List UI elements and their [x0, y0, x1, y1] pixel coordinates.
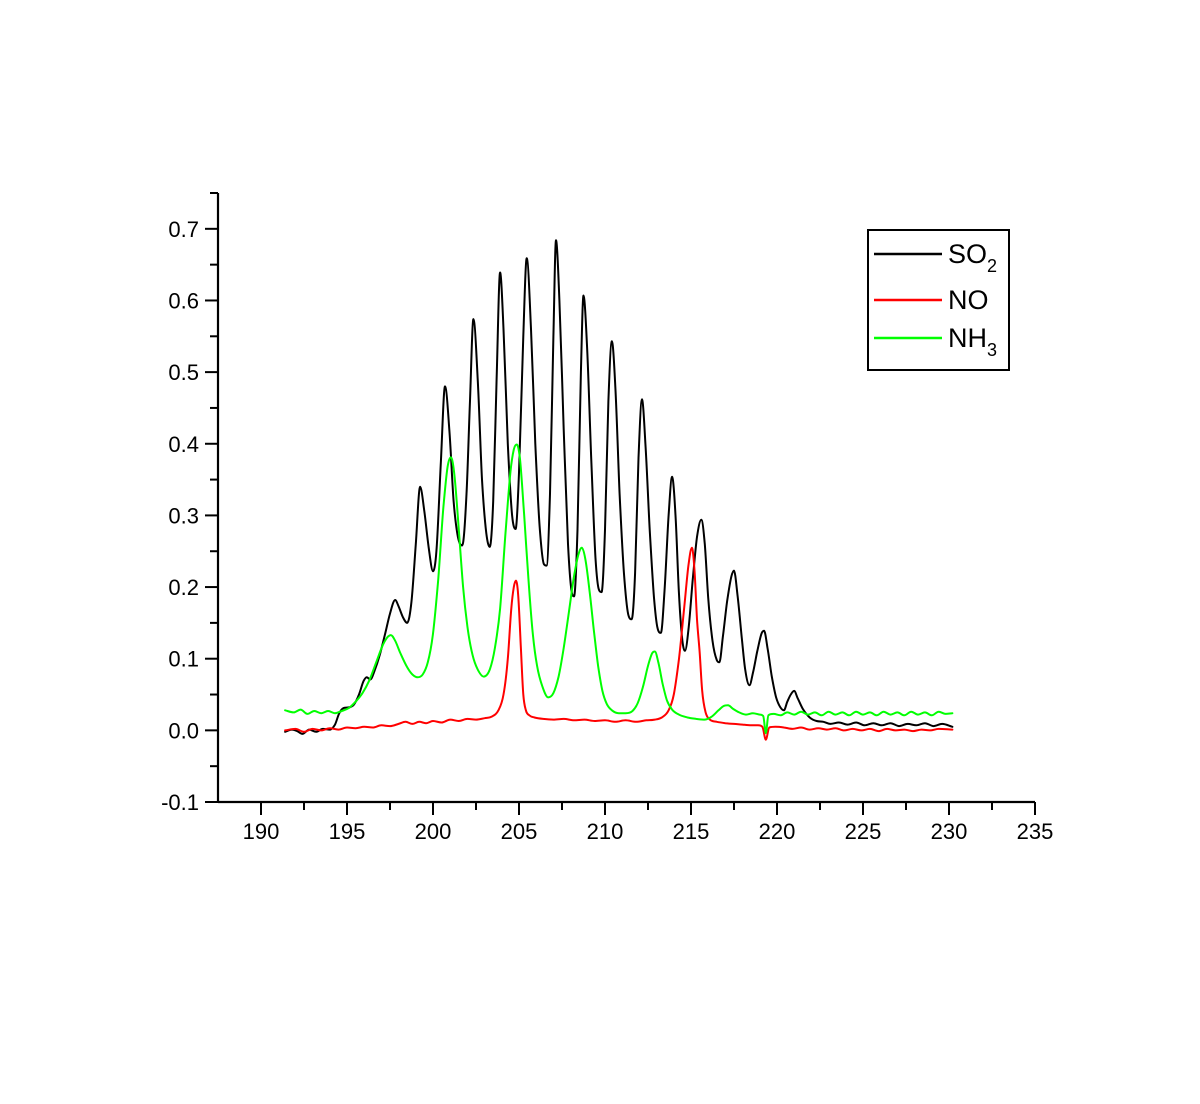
no-curve	[284, 546, 954, 741]
x-tick-label: 215	[673, 819, 710, 844]
x-tick-label: 200	[415, 819, 452, 844]
so2-curve	[284, 239, 954, 735]
y-tick-label: 0.4	[168, 432, 199, 457]
y-tick-label: 0.6	[168, 288, 199, 313]
nh3-curve	[284, 443, 954, 735]
y-tick-label: 0.7	[168, 217, 199, 242]
y-tick-label: 0.2	[168, 575, 199, 600]
x-tick-label: 195	[329, 819, 366, 844]
x-tick-label: 225	[845, 819, 882, 844]
legend-label-nh3: NH3	[948, 323, 997, 360]
y-tick-label: 0.0	[168, 718, 199, 743]
y-tick-label: 0.3	[168, 503, 199, 528]
legend-label-no: NO	[948, 285, 989, 315]
y-tick-label: 0.5	[168, 360, 199, 385]
y-tick-label: -0.1	[161, 790, 199, 815]
x-tick-label: 205	[501, 819, 538, 844]
x-tick-label: 230	[931, 819, 968, 844]
x-tick-label: 220	[759, 819, 796, 844]
y-tick-label: 0.1	[168, 647, 199, 672]
x-tick-label: 190	[243, 819, 280, 844]
legend-label-so2: SO2	[948, 239, 997, 276]
x-tick-label: 210	[587, 819, 624, 844]
x-tick-label: 235	[1017, 819, 1054, 844]
